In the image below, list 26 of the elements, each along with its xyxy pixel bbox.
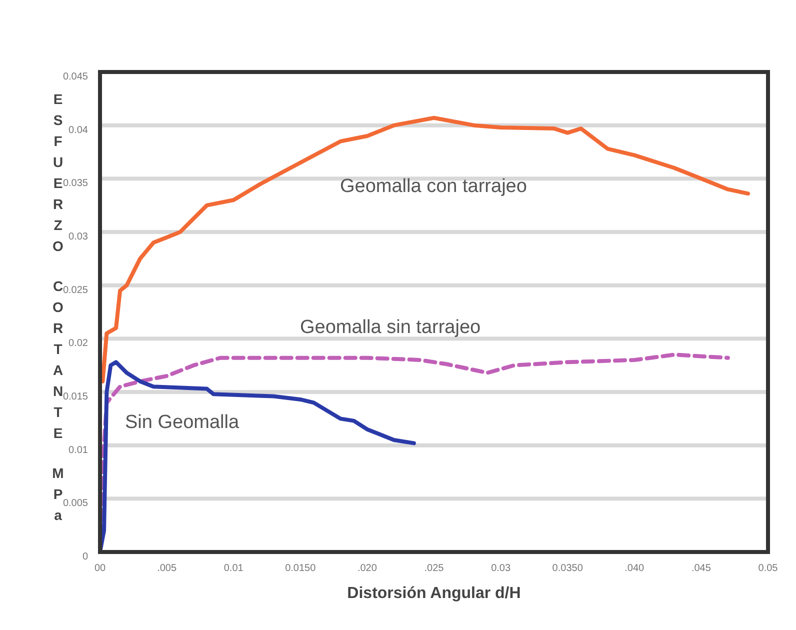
x-axis-title: Distorsión Angular d/H — [347, 585, 521, 602]
y-tick-label: 0.045 — [62, 72, 88, 83]
x-tick-label: 0.0350 — [552, 563, 584, 574]
y-tick-label: 0.015 — [62, 392, 88, 403]
y-tick-label: 0.04 — [68, 124, 88, 136]
series-label: Geomalla con tarrajeo — [340, 176, 527, 197]
x-tick-label: .045 — [691, 563, 712, 574]
x-tick-label: 0.03 — [491, 563, 511, 574]
x-tick-label: .025 — [424, 563, 444, 574]
y-tick-label: 0 — [82, 552, 88, 563]
y-tick-label: 0.03 — [68, 232, 88, 243]
y-tick-label: 0.005 — [62, 498, 88, 510]
y-tick-label: 0.025 — [62, 284, 88, 296]
x-tick-label: 0.01 — [224, 563, 244, 574]
series-label: Geomalla sin tarrajeo — [300, 317, 481, 338]
series-label: Sin Geomalla — [125, 412, 240, 433]
x-tick-label: 0.0150 — [285, 563, 316, 574]
x-tick-label: 0.05 — [758, 563, 778, 574]
y-tick-label: 0.035 — [62, 178, 88, 190]
x-tick-label: .020 — [357, 563, 378, 574]
x-tick-label: 00 — [94, 563, 106, 574]
x-tick-label: .005 — [157, 563, 177, 574]
y-tick-label: 0.01 — [68, 444, 88, 456]
x-tick-label: .040 — [624, 563, 645, 574]
y-tick-label: 0.02 — [68, 338, 88, 350]
text: ESFUERZO CORTANTE MPa — [52, 91, 64, 523]
